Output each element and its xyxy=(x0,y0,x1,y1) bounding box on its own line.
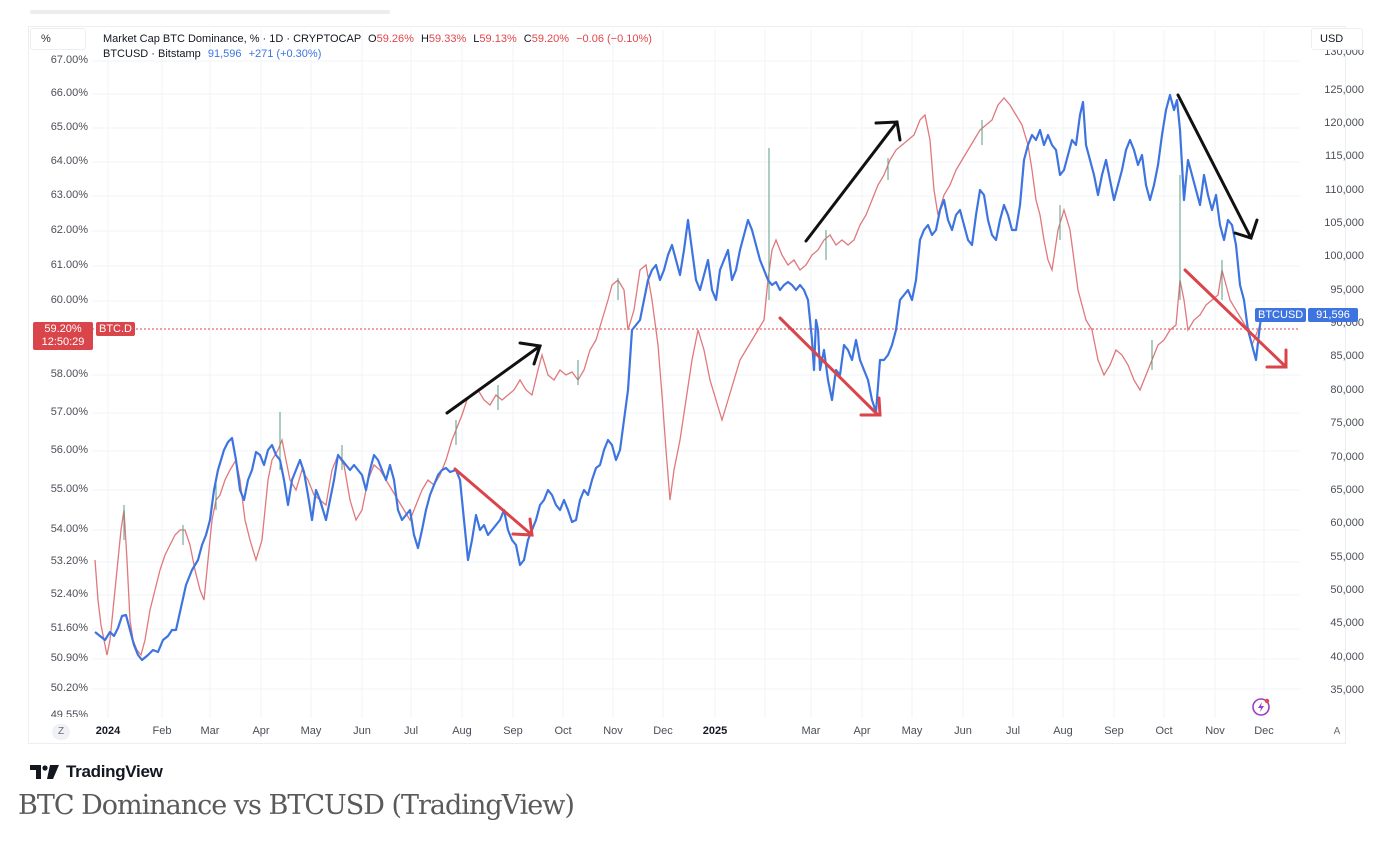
arrow-up-2025 xyxy=(804,120,902,243)
faded-header-line xyxy=(30,10,390,14)
btc-dominance-series xyxy=(94,97,1261,657)
chart-legend: Market Cap BTC Dominance, % · 1D · CRYPT… xyxy=(103,32,652,62)
arrow-down-dominance xyxy=(1183,268,1288,369)
annotation-arrows xyxy=(445,93,1288,537)
legend-dominance[interactable]: Market Cap BTC Dominance, % · 1D · CRYPT… xyxy=(103,33,652,45)
lightning-alert-icon[interactable] xyxy=(1251,697,1271,717)
dominance-symbol-tag: BTC.D xyxy=(96,322,135,336)
gridlines xyxy=(92,30,1300,718)
auto-scale-button[interactable]: A xyxy=(1333,726,1341,737)
arrow-down-2025 xyxy=(778,316,882,417)
tradingview-logo-icon xyxy=(30,765,59,779)
btcusd-series xyxy=(94,93,1264,662)
currency-button[interactable]: USD xyxy=(1311,28,1363,50)
arrow-down-btc xyxy=(1176,93,1259,240)
btcusd-symbol-tag: BTCUSD xyxy=(1255,308,1307,322)
legend-btcusd[interactable]: BTCUSD · Bitstamp 91,596 +271 (+0.30%) xyxy=(103,48,322,60)
arrow-down-2024 xyxy=(453,467,534,537)
btcusd-price-badge: 91,596 xyxy=(1308,308,1358,322)
percent-scale-button[interactable]: % xyxy=(30,28,86,50)
zoom-reset-button[interactable]: Z xyxy=(52,724,70,740)
chart-frame xyxy=(28,26,1346,744)
figure-caption: BTC Dominance vs BTCUSD (TradingView) xyxy=(18,790,575,821)
dominance-price-badge: 59.20% 12:50:29 xyxy=(33,322,93,350)
tradingview-logo[interactable]: TradingView xyxy=(30,762,163,782)
arrow-up-2024 xyxy=(445,341,542,415)
